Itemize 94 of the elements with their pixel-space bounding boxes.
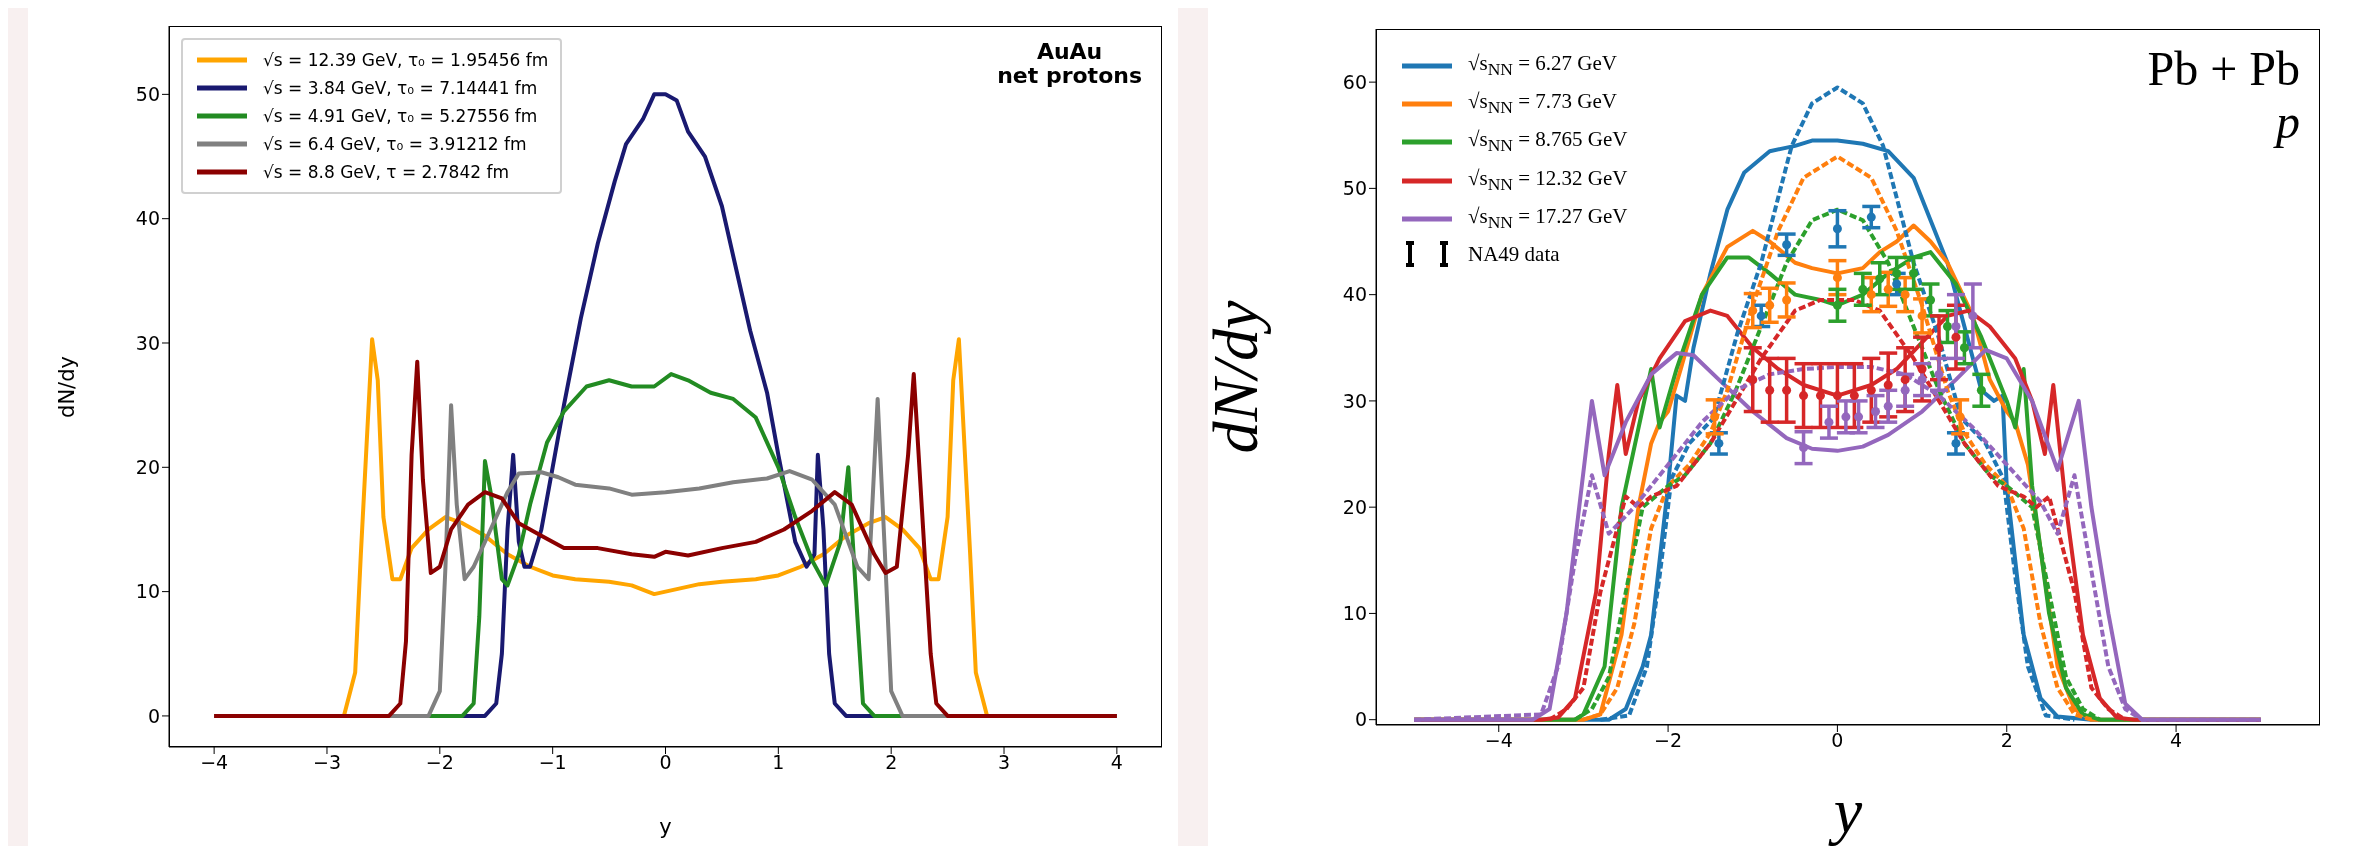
point [1959, 343, 1969, 353]
y-tick-label: 20 [1342, 495, 1367, 518]
point [1748, 306, 1758, 316]
x-axis-title: y [659, 814, 672, 839]
y-tick-label: 30 [135, 331, 160, 354]
x-tick-label: −4 [200, 751, 229, 774]
annotation: Pb + Pb [2147, 42, 2300, 95]
point [1748, 375, 1758, 385]
point [1955, 412, 1965, 422]
legend-label: √s$_{NN}$ = 17.27 GeV [1468, 202, 1628, 234]
point [1866, 290, 1876, 300]
y-tick-label: 0 [147, 704, 160, 727]
point [1926, 295, 1936, 305]
y-tick-label: 40 [135, 207, 160, 230]
x-tick-label: 3 [997, 751, 1011, 774]
point [1875, 274, 1885, 284]
point [1934, 369, 1944, 379]
point [1917, 375, 1927, 385]
y-tick-label: 0 [1354, 708, 1367, 731]
point [1765, 385, 1775, 395]
point [1934, 343, 1944, 353]
point [1854, 412, 1864, 422]
y-axis-title: dN/dy [1199, 300, 1271, 454]
legend-label: √s$_{NN}$ = 8.765 GeV [1468, 126, 1628, 158]
point [1883, 284, 1893, 294]
x-tick-label: 4 [2170, 729, 2183, 752]
point [1765, 300, 1775, 310]
x-tick-label: 2 [2000, 729, 2013, 752]
legend-label: √s$_{NN}$ = 7.73 GeV [1468, 88, 1617, 120]
y-tick-label: 10 [135, 580, 160, 603]
point [1871, 407, 1881, 417]
legend-label: √s$_{NN}$ = 6.27 GeV [1468, 50, 1617, 82]
point [1951, 322, 1961, 332]
x-tick-label: 1 [772, 751, 785, 774]
point [1976, 385, 1986, 395]
point [1799, 391, 1809, 401]
point [1832, 391, 1842, 401]
point [1968, 311, 1978, 321]
x-tick-label: −2 [1654, 729, 1683, 752]
x-tick-label: 2 [885, 751, 898, 774]
point [1883, 380, 1893, 390]
point [1832, 273, 1842, 283]
point [1951, 438, 1961, 448]
x-tick-label: 0 [659, 751, 672, 774]
point [1900, 375, 1910, 385]
point [1714, 438, 1724, 448]
annotation: AuAu [1036, 39, 1103, 64]
y-tick-label: 50 [135, 83, 160, 106]
x-tick-label: 0 [1831, 729, 1844, 752]
point [1815, 391, 1825, 401]
y-tick-label: 50 [1342, 177, 1367, 200]
point [1900, 290, 1910, 300]
point [1900, 385, 1910, 395]
point [1951, 332, 1961, 342]
point [1841, 412, 1851, 422]
point [1782, 240, 1792, 250]
x-tick-label: −3 [312, 751, 341, 774]
point [1710, 412, 1720, 422]
point [1917, 311, 1927, 321]
legend-label: √s = 8.8 GeV, τ = 2.7842 fm [263, 161, 509, 184]
legend-label: √s$_{NN}$ = 12.32 GeV [1468, 164, 1628, 196]
annotation: net protons [997, 63, 1142, 89]
point [1782, 295, 1792, 305]
point [1858, 284, 1868, 294]
point [1849, 391, 1859, 401]
point [1892, 279, 1902, 289]
point [1909, 268, 1919, 278]
point [1832, 224, 1842, 234]
point [1832, 300, 1842, 310]
y-tick-label: 10 [1342, 602, 1367, 625]
legend-label: √s = 3.84 GeV, τ₀ = 7.14441 fm [263, 77, 538, 100]
annotation: NA49 data [1468, 240, 1560, 268]
point [1824, 417, 1834, 427]
y-tick-label: 20 [135, 456, 160, 479]
legend-label: √s = 6.4 GeV, τ₀ = 3.91212 fm [263, 133, 527, 156]
y-axis-title: dN/dy [55, 355, 80, 418]
point [1782, 385, 1792, 395]
x-tick-label: −2 [425, 751, 454, 774]
point [1883, 401, 1893, 411]
point [1942, 322, 1952, 332]
x-tick-label: −4 [1484, 729, 1513, 752]
point [1866, 385, 1876, 395]
x-tick-label: −1 [538, 751, 567, 774]
point [1892, 268, 1902, 278]
point [1756, 311, 1766, 321]
y-tick-label: 30 [1342, 389, 1367, 412]
y-tick-label: 60 [1342, 70, 1367, 93]
point [1866, 212, 1876, 222]
y-tick-label: 40 [1342, 283, 1367, 306]
legend-label: √s = 4.91 GeV, τ₀ = 5.27556 fm [263, 105, 538, 128]
point [1917, 364, 1927, 374]
legend-label: √s = 12.39 GeV, τ₀ = 1.95456 fm [263, 49, 549, 72]
x-tick-label: 4 [1110, 751, 1123, 774]
point [1799, 443, 1809, 453]
